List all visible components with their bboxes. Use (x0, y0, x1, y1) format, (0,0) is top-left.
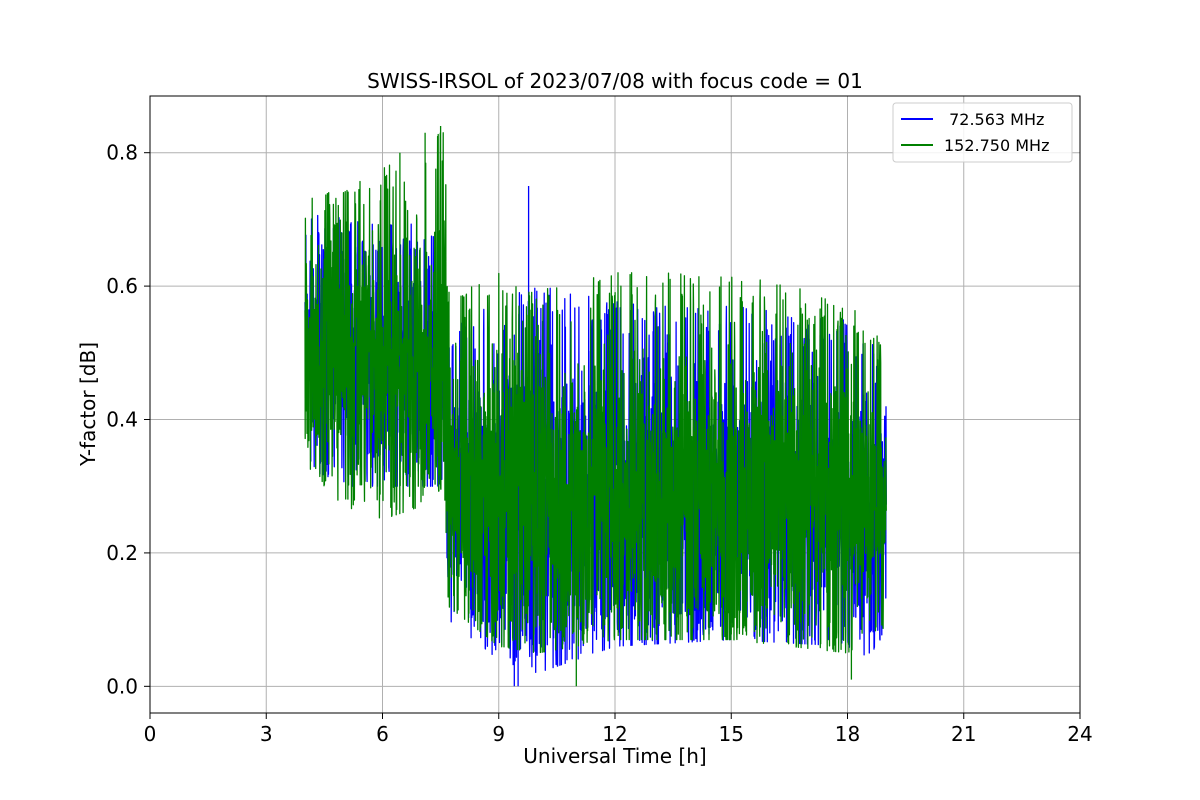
y-tick-label: 0.6 (106, 274, 138, 298)
plot-area (304, 126, 887, 687)
x-tick-label: 12 (602, 722, 627, 746)
x-tick-label: 0 (144, 722, 157, 746)
series-line-1 (304, 126, 887, 687)
y-tick-label: 0.4 (106, 408, 138, 432)
legend-label-152mhz: 152.750 MHz (944, 136, 1049, 155)
y-tick-label: 0.8 (106, 141, 138, 165)
legend-label-72mhz: 72.563 MHz (944, 110, 1044, 129)
x-tick-label: 9 (492, 722, 505, 746)
x-axis-label: Universal Time [h] (523, 744, 706, 768)
x-tick-label: 6 (376, 722, 389, 746)
chart-title: SWISS-IRSOL of 2023/07/08 with focus cod… (367, 69, 863, 93)
x-tick-label: 24 (1067, 722, 1092, 746)
x-tick-label: 3 (260, 722, 273, 746)
legend: 72.563 MHz 152.750 MHz (892, 102, 1073, 163)
x-tick-label: 15 (719, 722, 744, 746)
x-tick-label: 18 (835, 722, 860, 746)
legend-frame (892, 102, 1073, 163)
y-tick-label: 0.2 (106, 541, 138, 565)
y-tick-label: 0.0 (106, 674, 138, 698)
x-axis: 0 3 6 9 12 15 18 21 24 (144, 713, 1093, 746)
x-tick-label: 21 (951, 722, 976, 746)
y-axis-label: Y-factor [dB] (76, 342, 100, 467)
y-axis: 0.0 0.2 0.4 0.6 0.8 (106, 141, 150, 698)
